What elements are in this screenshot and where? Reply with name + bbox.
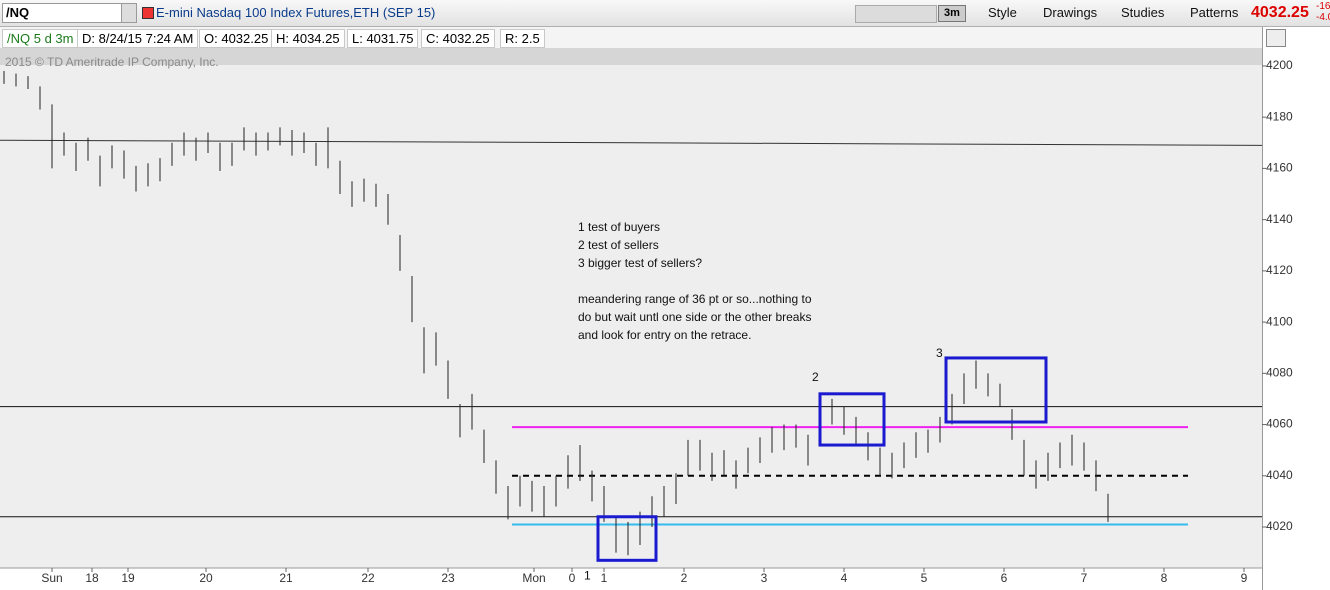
- info-cell: D: 8/24/15 7:24 AM: [77, 29, 199, 48]
- y-tick-label: 4180: [1266, 109, 1293, 123]
- y-tick-label: 4140: [1266, 212, 1293, 226]
- info-cell: O: 4032.25: [199, 29, 274, 48]
- annotation-text: meandering range of 36 pt or so...nothin…: [578, 292, 812, 306]
- info-cell: C: 4032.25: [421, 29, 495, 48]
- style-button[interactable]: Style: [988, 5, 1017, 20]
- annotation-text: 1 test of buyers: [578, 220, 660, 234]
- x-tick-label: 6: [1001, 571, 1008, 585]
- info-cell: L: 4031.75: [347, 29, 419, 48]
- patterns-button[interactable]: Patterns: [1190, 5, 1239, 20]
- x-tick-label: 8: [1161, 571, 1168, 585]
- info-cell: /NQ 5 d 3m: [2, 29, 79, 48]
- x-tick-label: 7: [1081, 571, 1088, 585]
- x-tick-label: 20: [199, 571, 213, 585]
- drawings-button[interactable]: Drawings: [1043, 5, 1098, 20]
- y-tick-label: 4040: [1266, 468, 1293, 482]
- plot-header-band: [0, 48, 1262, 65]
- highlight-box: [818, 392, 886, 447]
- price-change: -16: [1316, 1, 1330, 12]
- box-label: 1: [584, 568, 591, 582]
- info-bar: /NQ 5 d 3m D: 8/24/15 7:24 AM O: 4032.25 H:…: [0, 27, 1262, 48]
- x-tick-label: 1: [601, 571, 608, 585]
- studies-button[interactable]: Studies: [1121, 5, 1165, 20]
- info-cell: R: 2.5: [500, 29, 545, 48]
- toolbar: /NQ E-mini Nasdaq 100 Index Futures,ETH …: [0, 0, 1330, 27]
- x-tick-label: 22: [361, 571, 375, 585]
- annotation-text: do but wait untl one side or the other b…: [578, 310, 811, 324]
- y-tick-label: 4080: [1266, 365, 1293, 379]
- annotation-text: and look for entry on the retrace.: [578, 328, 751, 342]
- watermark: 2015 © TD Ameritrade IP Company, Inc.: [5, 55, 219, 69]
- info-cell: H: 4034.25: [271, 29, 345, 48]
- last-price: 4032.25: [1251, 4, 1309, 21]
- y-tick-label: 4200: [1266, 58, 1293, 72]
- x-tick-label: 4: [841, 571, 848, 585]
- x-axis-band: [0, 568, 1262, 590]
- highlight-box: [944, 356, 1048, 424]
- x-tick-label: 19: [121, 571, 135, 585]
- tool-icons[interactable]: [855, 5, 937, 23]
- symbol-description: E-mini Nasdaq 100 Index Futures,ETH (SEP…: [156, 5, 436, 20]
- x-tick-label: 5: [921, 571, 928, 585]
- x-tick-label: 23: [441, 571, 455, 585]
- y-tick-label: 4100: [1266, 314, 1293, 328]
- box-label: 3: [936, 346, 943, 360]
- y-tick-label: 4060: [1266, 417, 1293, 431]
- symbol-icon: [142, 7, 154, 19]
- x-tick-label: 0: [569, 571, 576, 585]
- x-tick-label: 18: [85, 571, 99, 585]
- x-tick-label: 21: [279, 571, 293, 585]
- x-tick-label: Mon: [522, 571, 545, 585]
- box-label: 2: [812, 370, 819, 384]
- x-tick-label: 9: [1241, 571, 1248, 585]
- aggregation-button[interactable]: 3m: [938, 5, 966, 22]
- y-tick-label: 4020: [1266, 519, 1293, 533]
- y-tick-label: 4160: [1266, 161, 1293, 175]
- x-tick-label: Sun: [41, 571, 62, 585]
- x-tick-label: 3: [761, 571, 768, 585]
- annotation-text: 3 bigger test of sellers?: [578, 256, 702, 270]
- price-axis-panel: [1262, 27, 1330, 590]
- level-line: [0, 139, 1263, 146]
- symbol-dropdown[interactable]: [121, 3, 137, 23]
- y-tick-label: 4120: [1266, 263, 1293, 277]
- annotation-text: 2 test of sellers: [578, 238, 659, 252]
- axis-settings-button[interactable]: [1266, 29, 1286, 47]
- x-tick-label: 2: [681, 571, 688, 585]
- price-change-pct: -4.0: [1316, 12, 1330, 23]
- highlight-box: [596, 515, 658, 562]
